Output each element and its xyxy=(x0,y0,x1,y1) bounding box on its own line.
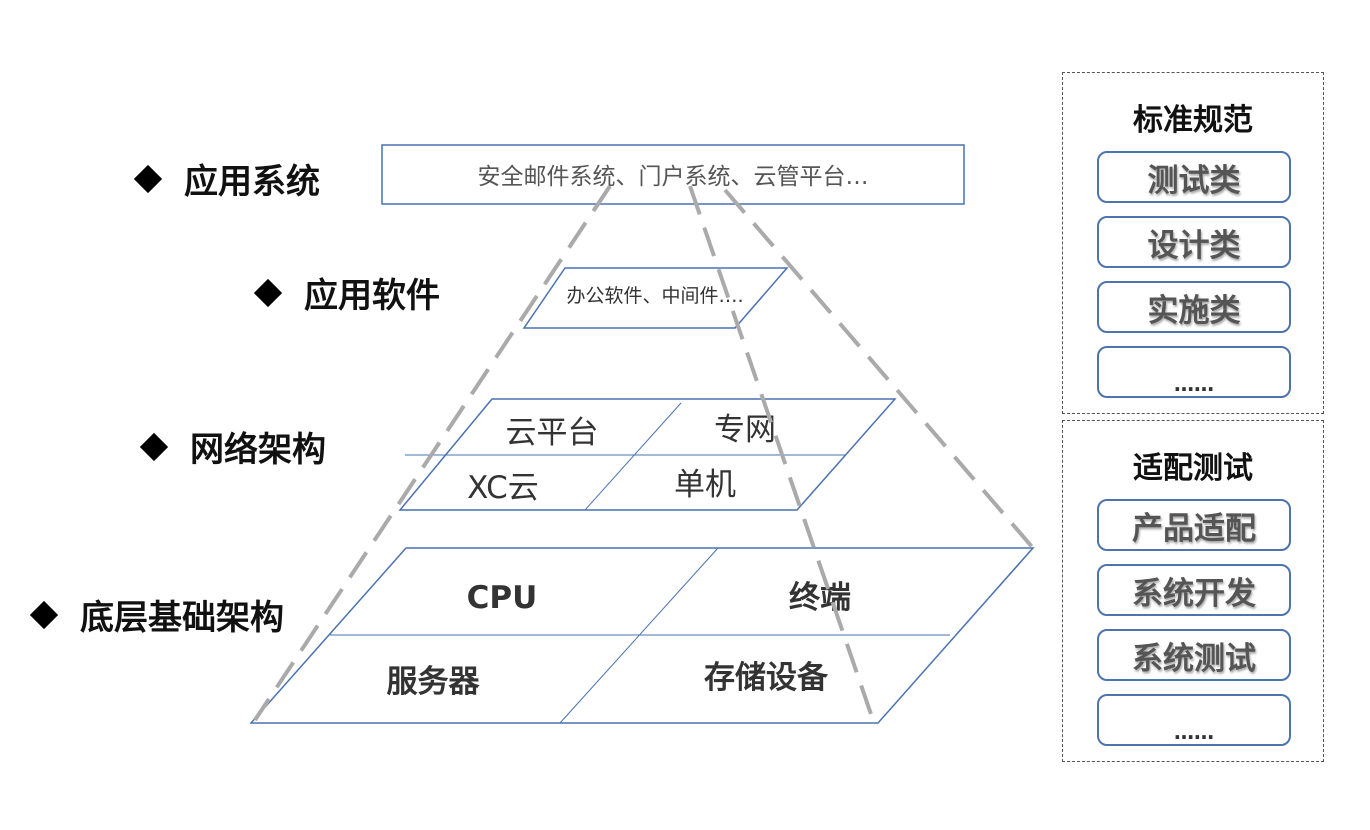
infrastructure-cell-storage: 存储设备 xyxy=(704,660,829,696)
standards-item-design[interactable]: 设计类 xyxy=(1097,216,1291,268)
layer-label-text: 应用软件 xyxy=(304,276,440,316)
network-cell-private-network: 专网 xyxy=(714,412,776,448)
adaptation-item-more[interactable]: …… xyxy=(1097,694,1291,746)
standards-panel: 标准规范 测试类 设计类 实施类 …… xyxy=(1062,72,1324,414)
adaptation-item-system-development[interactable]: 系统开发 xyxy=(1097,564,1291,616)
adaptation-panel-title: 适配测试 xyxy=(1133,451,1253,486)
application-system-box xyxy=(381,144,965,205)
network-cell-standalone: 单机 xyxy=(674,467,736,503)
layer-label-text: 网络架构 xyxy=(190,430,326,470)
layer-label-application-software: 应用软件 xyxy=(253,268,440,317)
layer-label-infrastructure: 底层基础架构 xyxy=(29,590,284,639)
adaptation-item-product-adaptation[interactable]: 产品适配 xyxy=(1097,499,1291,551)
infrastructure-cell-server: 服务器 xyxy=(387,664,481,700)
application-system-text: 安全邮件系统、门户系统、云管平台… xyxy=(478,164,869,190)
standards-item-testing[interactable]: 测试类 xyxy=(1097,151,1291,203)
infrastructure-cell-cpu: CPU xyxy=(467,580,538,616)
pyramid-edge-center xyxy=(688,185,875,721)
adaptation-panel: 适配测试 产品适配 系统开发 系统测试 …… xyxy=(1062,420,1324,762)
network-cell-cloud-platform: 云平台 xyxy=(506,415,599,451)
network-cell-xc-cloud: XC云 xyxy=(467,470,539,506)
layer-label-network-architecture: 网络架构 xyxy=(139,422,326,471)
layer-label-application-system: 应用系统 xyxy=(133,154,320,203)
infrastructure-divider-v xyxy=(559,547,719,724)
standards-panel-title: 标准规范 xyxy=(1133,103,1253,138)
standards-item-more[interactable]: …… xyxy=(1097,346,1291,398)
application-software-text: 办公软件、中间件…. xyxy=(566,285,743,307)
pyramid-edge-right xyxy=(723,188,1035,550)
layer-label-text: 底层基础架构 xyxy=(80,598,284,638)
infrastructure-cell-terminal: 终端 xyxy=(789,580,851,616)
standards-item-implementation[interactable]: 实施类 xyxy=(1097,281,1291,333)
pyramid-edge-left xyxy=(253,184,612,722)
adaptation-item-system-testing[interactable]: 系统测试 xyxy=(1097,629,1291,681)
layer-label-text: 应用系统 xyxy=(184,162,320,202)
network-layer-divider-v xyxy=(584,402,682,511)
